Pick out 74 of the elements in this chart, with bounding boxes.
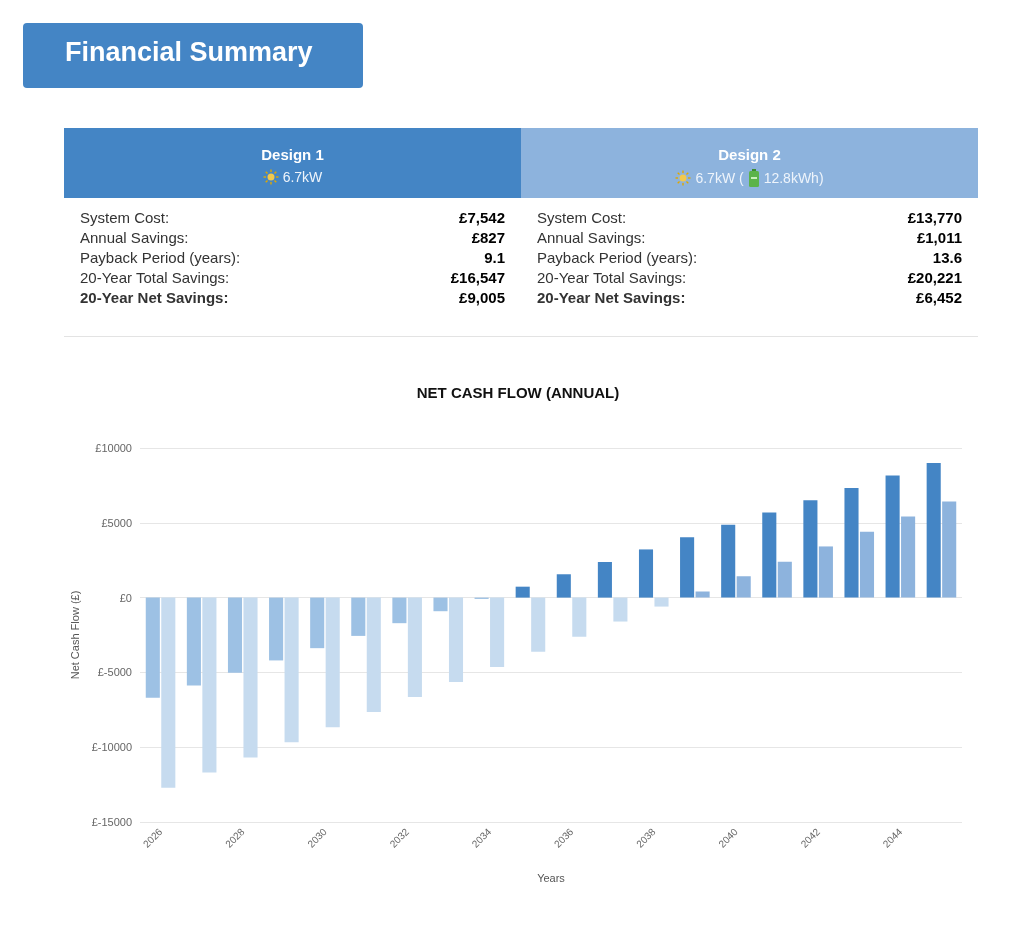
bar — [515, 586, 530, 598]
text: 20-Year Net Savings: — [80, 288, 229, 308]
bar — [613, 597, 628, 622]
text: System Cost: — [537, 208, 627, 228]
text: £1,011 — [916, 228, 962, 248]
y-tick-label: £-5000 — [97, 666, 132, 679]
y-tick-label: £-10000 — [91, 741, 132, 754]
text: Annual Savings: — [80, 228, 189, 248]
text: 6.7kW — [282, 169, 323, 185]
bar — [777, 561, 792, 598]
text: Design 2 — [717, 146, 782, 163]
bar — [407, 597, 422, 697]
text: 20-Year Total Savings: — [80, 268, 230, 288]
bar — [844, 487, 859, 598]
bar — [762, 512, 777, 598]
text: 20-Year Net Savings: — [537, 288, 686, 308]
bar — [695, 591, 710, 598]
bar — [269, 597, 284, 661]
y-tick-label: £5000 — [101, 516, 132, 529]
text: £13,770 — [907, 208, 962, 228]
chart-title: NET CASH FLOW (ANNUAL) — [416, 384, 620, 401]
text: 12.8kWh) — [763, 170, 824, 186]
text: Payback Period (years): — [80, 248, 241, 268]
y-tick-label: £0 — [119, 591, 132, 604]
bar — [572, 597, 587, 637]
bar — [351, 597, 366, 636]
text: System Cost: — [80, 208, 170, 228]
text: £7,542 — [459, 208, 505, 228]
bar — [859, 531, 875, 598]
text: Design 1 — [260, 146, 325, 163]
text: £20,221 — [907, 268, 962, 288]
y-tick-label: £10000 — [95, 442, 132, 454]
bar — [448, 597, 464, 682]
bar — [597, 562, 612, 598]
text: £16,547 — [450, 268, 505, 288]
bar — [310, 597, 325, 649]
y-axis-title: Net Cash Flow (£) — [68, 590, 81, 680]
text: Annual Savings: — [537, 228, 646, 248]
bar — [531, 597, 546, 652]
bar — [556, 574, 571, 598]
text: 6.7kW ( — [695, 170, 744, 186]
bar — [901, 516, 916, 598]
bar — [366, 597, 381, 712]
bar — [145, 597, 160, 698]
bar — [721, 524, 736, 598]
bar — [227, 597, 243, 673]
text: 9.1 — [484, 248, 505, 268]
bar — [161, 597, 176, 788]
bar — [202, 597, 217, 773]
text: 13.6 — [932, 248, 962, 268]
bar — [654, 597, 669, 607]
bar — [885, 475, 900, 598]
bar — [926, 462, 941, 598]
text: 20-Year Total Savings: — [537, 268, 687, 288]
text: £9,005 — [459, 288, 505, 308]
bar — [186, 597, 201, 686]
bar — [638, 549, 654, 598]
bar — [433, 597, 448, 612]
text: £827 — [471, 228, 505, 248]
bar — [490, 597, 505, 668]
bar — [736, 576, 751, 598]
text: Financial Summary — [23, 23, 363, 88]
bar — [942, 501, 957, 598]
x-axis-title: Years — [537, 871, 566, 884]
y-tick-label: £-15000 — [91, 816, 132, 828]
bar — [325, 597, 340, 728]
bar — [680, 537, 695, 598]
bar — [392, 597, 407, 624]
text: Payback Period (years): — [537, 248, 698, 268]
text: £6,452 — [916, 288, 962, 308]
bar — [243, 597, 258, 758]
bar — [818, 546, 833, 598]
bar — [803, 500, 818, 598]
bar — [284, 597, 299, 743]
